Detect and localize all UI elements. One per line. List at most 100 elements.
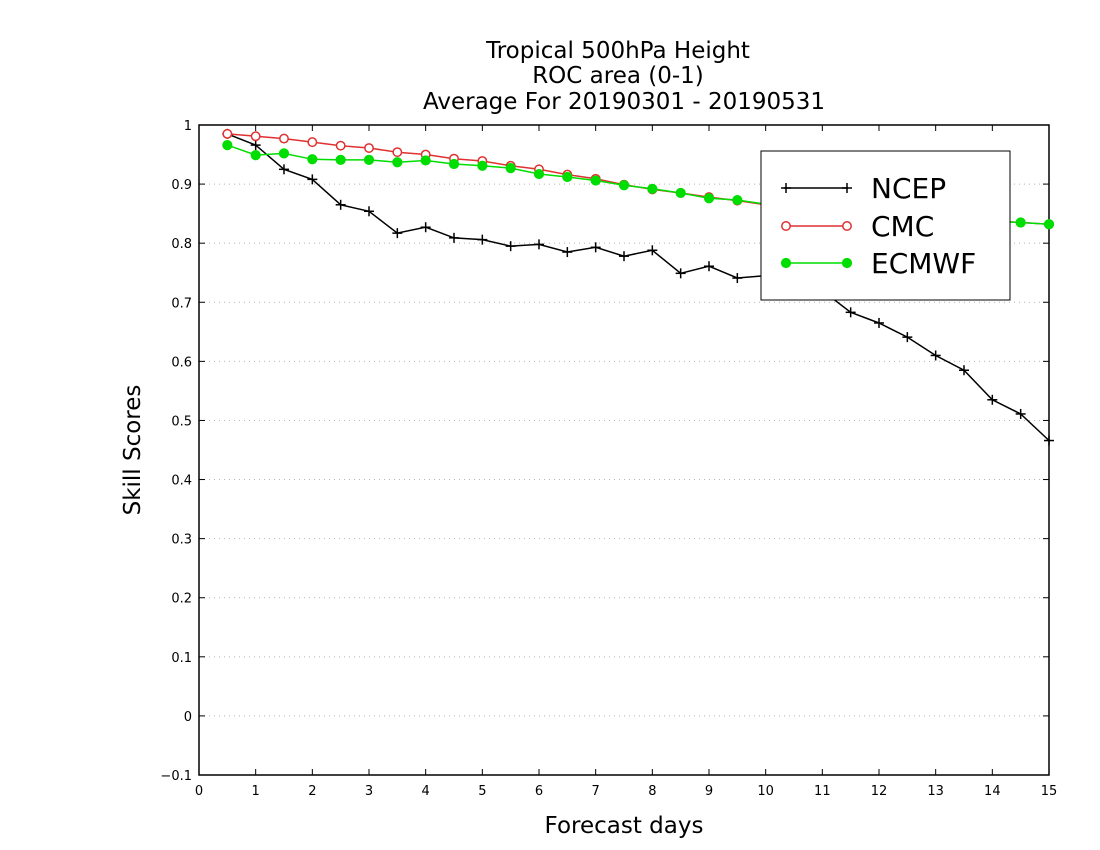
x-tick-label: 8: [648, 784, 656, 799]
legend-label-cmc: CMC: [871, 210, 934, 243]
data-point-ncep: [619, 251, 629, 262]
data-point-ecmwf: [1043, 219, 1055, 230]
x-axis-label: Forecast days: [545, 813, 704, 839]
data-point-ecmwf: [703, 193, 715, 204]
y-tick-label: 0.8: [171, 237, 192, 252]
y-tick-label: 0.1: [171, 651, 192, 666]
data-point-cmc: [392, 147, 403, 158]
y-tick-label: 0.9: [171, 178, 192, 193]
data-point-cmc: [364, 143, 374, 153]
x-tick-label: 10: [757, 784, 774, 799]
data-point-ecmwf: [363, 154, 375, 165]
x-tick-label: 15: [1041, 784, 1058, 799]
data-point-cmc: [250, 131, 261, 142]
x-tick-label: 1: [252, 784, 260, 799]
chart-title-line-1: Tropical 500hPa Height: [485, 38, 750, 64]
data-point-ecmwf: [505, 163, 516, 174]
chart-title-line-3: Average For 20190301 - 20190531: [423, 89, 825, 115]
data-point-ecmwf: [222, 139, 233, 151]
axis-ticks: [198, 124, 1050, 776]
y-tick-label: 0.6: [171, 355, 192, 370]
data-point-ncep: [307, 174, 318, 185]
x-tick-label: 12: [871, 784, 888, 799]
data-point-ncep: [704, 261, 714, 272]
data-point-cmc: [279, 133, 289, 144]
legend-marker-end-cmc: [842, 221, 852, 231]
legend-entry-cmc: CMC: [781, 210, 934, 243]
data-point-ncep: [647, 245, 658, 256]
data-point-ncep: [930, 350, 941, 361]
data-point-ncep: [335, 199, 346, 210]
data-point-ncep: [845, 307, 856, 318]
data-point-ecmwf: [562, 171, 573, 183]
legend-marker-start-ncep: [781, 183, 791, 193]
legend: NCEP CMC ECMWF: [760, 150, 1011, 301]
legend-label-ecmwf: ECMWF: [871, 247, 976, 280]
data-point-ncep: [279, 164, 289, 175]
data-point-ncep: [250, 140, 261, 151]
x-tick-label: 3: [365, 784, 373, 799]
y-tick-label: 1: [184, 119, 192, 134]
data-point-ncep: [364, 206, 374, 217]
x-tick-label: 4: [422, 784, 430, 799]
x-tick-label: 9: [705, 784, 713, 799]
y-axis-label: Skill Scores: [120, 385, 146, 516]
x-tick-label: 14: [984, 784, 1001, 799]
x-tick-label: 0: [195, 784, 203, 799]
data-point-ecmwf: [590, 175, 601, 186]
data-point-ecmwf: [250, 150, 261, 161]
y-tick-label: 0: [184, 710, 192, 725]
data-point-ncep: [449, 232, 459, 243]
y-tick-labels: −0.1 0 0.1 0.2 0.3 0.4 0.5 0.6 0.7 0.8 0.9 1: [160, 119, 192, 784]
y-tick-label: 0.2: [171, 592, 192, 607]
legend-marker-start-cmc: [781, 221, 791, 231]
data-point-ecmwf: [533, 168, 545, 180]
data-point-ncep: [1015, 408, 1026, 419]
data-point-ncep: [505, 241, 516, 252]
data-point-ecmwf: [618, 180, 630, 191]
data-point-cmc: [335, 140, 346, 151]
y-tick-label: 0.7: [171, 296, 192, 311]
data-point-ncep: [590, 242, 601, 253]
legend-label-ncep: NCEP: [871, 172, 946, 205]
legend-entry-ncep: NCEP: [781, 172, 946, 205]
data-point-ecmwf: [307, 154, 318, 165]
x-tick-label: 11: [814, 784, 831, 799]
data-point-ncep: [874, 317, 884, 328]
data-point-ncep: [1044, 435, 1054, 446]
data-point-ecmwf: [1015, 217, 1026, 228]
legend-marker-start-ecmwf: [780, 257, 792, 269]
x-tick-label: 5: [478, 784, 486, 799]
data-point-ncep: [732, 273, 743, 284]
chart-title: Tropical 500hPa Height ROC area (0-1) Av…: [423, 38, 825, 115]
data-point-ecmwf: [477, 160, 488, 171]
data-point-ncep: [477, 234, 488, 245]
data-point-ncep: [562, 247, 573, 258]
data-point-ecmwf: [448, 158, 460, 170]
y-tick-label: −0.1: [160, 769, 192, 784]
data-point-cmc: [307, 137, 318, 148]
data-point-ncep: [987, 394, 998, 405]
data-point-cmc: [222, 128, 233, 139]
x-tick-label: 2: [308, 784, 316, 799]
data-point-ncep: [902, 332, 913, 343]
data-point-ncep: [420, 222, 431, 233]
x-tick-label: 13: [927, 784, 944, 799]
data-point-ecmwf: [420, 155, 431, 166]
data-point-ncep: [959, 365, 969, 376]
x-tick-labels: 0 1 2 3 4 5 6 7 8 9 10 11 12 13 14 15: [195, 784, 1057, 799]
x-tick-label: 7: [592, 784, 600, 799]
legend-marker-end-ncep: [842, 183, 852, 193]
data-point-ecmwf: [392, 157, 403, 168]
plot-frame: [198, 124, 1050, 776]
legend-marker-end-ecmwf: [841, 257, 853, 269]
data-point-ecmwf: [335, 154, 346, 165]
series-line-ncep: [227, 133, 1050, 442]
legend-entry-ecmwf: ECMWF: [780, 247, 976, 280]
data-point-ecmwf: [675, 187, 686, 199]
data-point-ecmwf: [647, 183, 658, 194]
data-point-ecmwf: [278, 148, 290, 159]
data-point-ncep: [534, 239, 544, 250]
x-tick-label: 6: [535, 784, 543, 799]
